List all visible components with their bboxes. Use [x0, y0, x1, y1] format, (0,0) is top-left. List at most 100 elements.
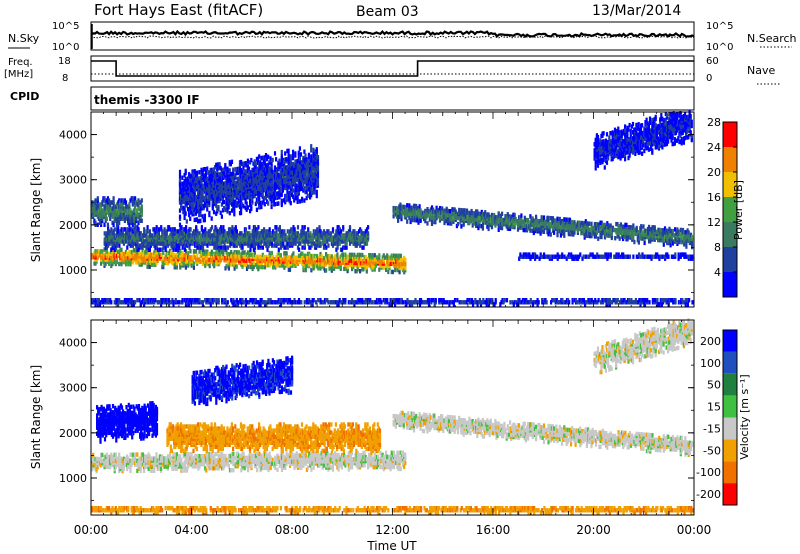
echo-cell [299, 241, 302, 246]
echo-cell [392, 214, 395, 219]
echo-cell [228, 258, 232, 263]
echo-cell [418, 204, 421, 209]
echo-cell [121, 251, 124, 257]
echo-cell [242, 165, 245, 170]
echo-cell [331, 258, 334, 263]
echo-cell [342, 245, 345, 250]
echo-cell [216, 172, 219, 178]
echo-cell [377, 257, 380, 262]
echo-cell [180, 225, 183, 230]
echo-cell [272, 237, 275, 242]
echo-cell [137, 212, 140, 217]
echo-cell [239, 231, 242, 236]
echo-cell [114, 251, 117, 256]
echo-cell [339, 264, 342, 269]
echo-cell [249, 247, 252, 252]
echo-cell [223, 199, 226, 205]
echo-cell [257, 235, 260, 240]
echo-cell [241, 264, 244, 269]
echo-cell [257, 243, 260, 248]
echo-cell [306, 259, 310, 265]
echo-cell [498, 225, 501, 230]
echo-cell [322, 256, 325, 261]
echo-cell [217, 241, 220, 246]
echo-cell [127, 260, 130, 265]
echo-cell [279, 186, 282, 192]
echo-cell [146, 235, 149, 240]
echo-cell [309, 231, 312, 236]
echo-cell [553, 230, 556, 235]
echo-cell [387, 259, 390, 264]
echo-cell [554, 218, 557, 223]
echo-cell [321, 262, 324, 267]
echo-cell [590, 221, 593, 227]
echo-cell [272, 229, 275, 234]
freq-label: Freq. [8, 57, 33, 68]
freq-trace [91, 60, 694, 77]
echo-cell [150, 262, 154, 267]
echo-cell [193, 183, 196, 188]
echo-cell [183, 261, 186, 266]
echo-cell [193, 207, 196, 212]
echo-cell [146, 241, 149, 246]
echo-cell [228, 262, 232, 267]
echo-cell [222, 225, 225, 230]
echo-cell [211, 173, 214, 178]
echo-cell [238, 250, 241, 255]
echo-cell [296, 195, 299, 200]
echo-cell [199, 249, 202, 254]
echo-cell [172, 227, 175, 232]
echo-cell [183, 239, 186, 244]
echo-cell [261, 264, 264, 270]
echo-cell [140, 204, 143, 209]
echo-cell [247, 250, 250, 255]
echo-cell [156, 239, 159, 244]
echo-cell [542, 229, 546, 234]
echo-cell [293, 227, 296, 232]
echo-cell [146, 245, 149, 250]
power-echo-cells [91, 110, 694, 307]
echo-cell [285, 251, 288, 256]
echo-cell [103, 222, 106, 227]
echo-cell [206, 249, 209, 254]
echo-cell [240, 252, 243, 257]
echo-cell [410, 205, 413, 210]
echo-cell [264, 265, 267, 270]
echo-cell [128, 227, 131, 232]
echo-cell [201, 247, 205, 252]
echo-cell [211, 225, 214, 230]
echo-cell [258, 154, 261, 159]
echo-cell [294, 196, 297, 201]
noise-tick-low-left: 10^0 [52, 42, 79, 53]
echo-cell [202, 259, 206, 264]
echo-cell [201, 237, 205, 242]
echo-cell [195, 225, 198, 230]
echo-cell [120, 247, 123, 253]
echo-cell [399, 253, 402, 259]
echo-cell [330, 254, 333, 259]
echo-cell [320, 241, 323, 246]
echo-cell [193, 169, 196, 174]
echo-cell [178, 188, 182, 193]
echo-cell [252, 252, 255, 257]
echo-cell [234, 235, 237, 240]
echo-cell [96, 249, 99, 254]
echo-cell [242, 161, 245, 166]
echo-cell [314, 177, 317, 183]
echo-cell [228, 168, 231, 173]
echo-cell [113, 227, 116, 232]
echo-cell [175, 265, 178, 270]
echo-cell [536, 218, 539, 224]
echo-cell [276, 241, 279, 246]
echo-cell [178, 173, 182, 179]
noise-tick-high-right: 10^5 [706, 21, 733, 32]
echo-cell [250, 233, 253, 238]
echo-cell [361, 235, 364, 240]
echo-cell [399, 257, 402, 263]
echo-cell [348, 225, 352, 230]
echo-cell [154, 245, 157, 250]
echo-cell [200, 225, 203, 230]
echo-cell [130, 241, 133, 246]
echo-cell [316, 253, 319, 259]
echo-cell [225, 249, 228, 255]
